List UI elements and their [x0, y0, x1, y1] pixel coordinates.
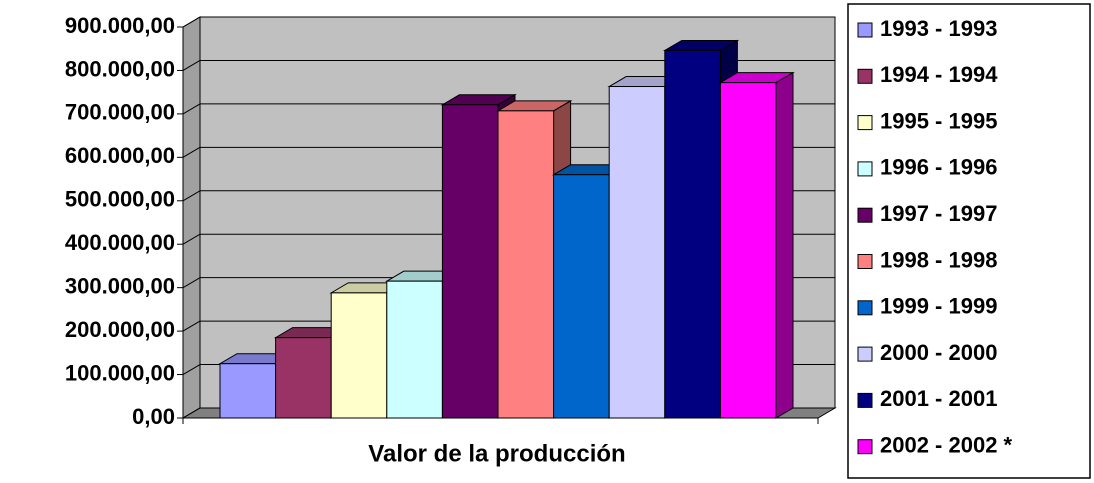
grid-line-side: [182, 277, 201, 289]
y-tick-label: 0,00: [132, 404, 175, 429]
y-tick-label: 400.000,00: [65, 230, 175, 255]
legend-label: 1995 - 1995: [880, 108, 997, 133]
y-tick-label: 700.000,00: [65, 100, 175, 125]
bar: [330, 292, 388, 419]
legend-swatch: [857, 346, 873, 362]
legend-label: 1998 - 1998: [880, 247, 997, 272]
legend-label: 2002 - 2002 *: [880, 433, 1013, 458]
y-tick-label: 100.000,00: [65, 360, 175, 385]
grid-line-side: [182, 407, 201, 419]
bar: [719, 82, 777, 419]
legend-swatch: [857, 439, 873, 455]
legend-swatch: [857, 22, 873, 38]
legend-swatch: [857, 207, 873, 223]
y-tick-label: 200.000,00: [65, 317, 175, 342]
legend-swatch: [857, 68, 873, 84]
legend-swatch: [857, 115, 873, 131]
legend-label: 1996 - 1996: [880, 155, 997, 180]
bar: [441, 104, 499, 419]
bar: [386, 280, 443, 419]
legend-box: [847, 3, 1091, 479]
legend-swatch: [857, 392, 873, 408]
legend-label: 1999 - 1999: [880, 294, 997, 319]
bar: [664, 49, 721, 419]
bar: [219, 363, 277, 419]
side-wall: [182, 16, 201, 419]
legend-label: 1997 - 1997: [880, 201, 997, 226]
grid-line-side: [182, 364, 201, 375]
bar-group: [718, 71, 795, 419]
grid-line-side: [182, 146, 201, 158]
y-tick-label: 900.000,00: [65, 13, 175, 38]
grid-line-side: [182, 16, 201, 28]
grid-line-side: [182, 60, 201, 71]
legend-label: 1994 - 1994: [880, 62, 998, 87]
grid-line-side: [182, 190, 201, 202]
legend-label: 2000 - 2000: [880, 340, 997, 365]
grid-line-side: [182, 233, 201, 245]
legend-swatch: [857, 254, 873, 269]
bar-side: [775, 71, 794, 419]
y-tick-label: 500.000,00: [65, 187, 175, 212]
bar: [497, 110, 555, 419]
legend-label: 2001 - 2001: [880, 386, 997, 411]
bar: [553, 174, 610, 419]
x-axis-label: Valor de la producción: [368, 440, 625, 467]
y-tick-label: 300.000,00: [65, 273, 175, 298]
y-tick-label: 800.000,00: [65, 56, 175, 81]
legend-swatch: [857, 161, 873, 177]
bar: [275, 337, 332, 419]
legend-swatch: [857, 300, 873, 316]
grid-line-side: [182, 320, 201, 332]
grid-line-side: [182, 103, 201, 115]
legend-label: 1993 - 1993: [880, 16, 997, 41]
bar: [608, 86, 666, 419]
y-tick-label: 600.000,00: [65, 143, 175, 168]
